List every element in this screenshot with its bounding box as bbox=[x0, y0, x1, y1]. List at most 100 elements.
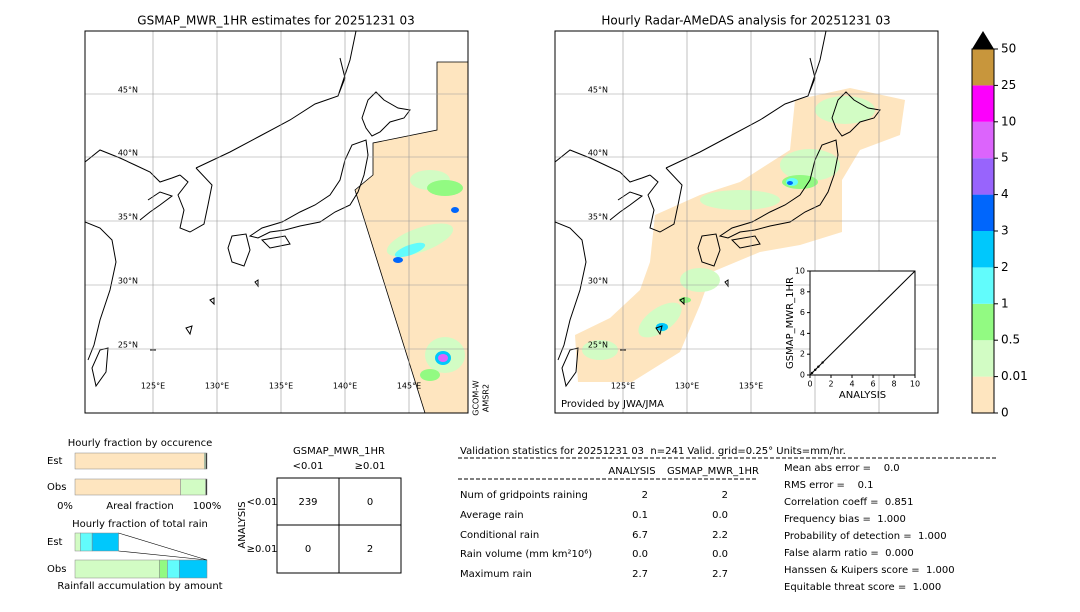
score: Probability of detection = 1.000 bbox=[784, 531, 947, 542]
cell: 2.7 bbox=[712, 569, 728, 580]
colorbar-label: 0 bbox=[1001, 406, 1009, 420]
lon-label: 135°E bbox=[269, 382, 293, 391]
precip bbox=[386, 170, 465, 381]
y-tick-label: 6 bbox=[800, 308, 805, 317]
x-axis-label: Rainfall accumulation by amount bbox=[57, 581, 222, 592]
score: Frequency bias = 1.000 bbox=[784, 514, 906, 525]
lon-label: 140°E bbox=[333, 382, 357, 391]
map-estimate bbox=[85, 31, 468, 413]
y-axis-label: GSMAP_MWR_1HR bbox=[785, 277, 796, 369]
sensor-label: GCOM-W bbox=[472, 380, 481, 416]
colorbar-bin bbox=[972, 85, 994, 122]
table-grid bbox=[276, 477, 402, 574]
bar-segment bbox=[205, 478, 208, 496]
lon-label: 130°E bbox=[205, 382, 229, 391]
colorbar-bin bbox=[972, 49, 994, 86]
lat-label: 45°N bbox=[118, 86, 138, 95]
bar-segment bbox=[179, 559, 208, 579]
colorbar-label: 10 bbox=[1001, 114, 1016, 128]
score: RMS error = 0.1 bbox=[784, 480, 874, 491]
colorbar-extend bbox=[972, 31, 994, 49]
x-tick-label: 4 bbox=[849, 380, 854, 389]
map-title: GSMAP_MWR_1HR estimates for 20251231 03 bbox=[137, 14, 414, 28]
colorbar-label: 50 bbox=[1001, 42, 1016, 56]
chart-title: Hourly fraction by occurence bbox=[68, 438, 212, 449]
lat-label: 30°N bbox=[588, 277, 608, 286]
sensor-label: AMSR2 bbox=[482, 384, 491, 412]
category-label: Obs bbox=[47, 564, 66, 575]
link bbox=[118, 532, 208, 561]
cell: 2.2 bbox=[712, 530, 728, 541]
cell: 2 bbox=[722, 490, 728, 501]
lat-label: 30°N bbox=[118, 277, 138, 286]
row-axis: ANALYSIS bbox=[237, 501, 248, 548]
category-label: Est bbox=[47, 456, 63, 467]
lon-label: 125°E bbox=[611, 382, 635, 391]
col-header: GSMAP_MWR_1HR bbox=[667, 466, 759, 477]
cell: 2 bbox=[367, 544, 373, 555]
y-tick-label: 8 bbox=[800, 287, 805, 296]
colorbar-label: 3 bbox=[1001, 224, 1009, 238]
colorbar-bin bbox=[972, 376, 994, 413]
cell: 0.0 bbox=[712, 510, 728, 521]
map-frame bbox=[84, 30, 469, 414]
colorbar-bin bbox=[972, 158, 994, 195]
lat-label: 35°N bbox=[588, 213, 608, 222]
y-tick-label: 10 bbox=[795, 267, 805, 276]
score: Hanssen & Kuipers score = 1.000 bbox=[784, 565, 955, 576]
colorbar-label: 25 bbox=[1001, 78, 1016, 92]
point bbox=[821, 361, 824, 364]
x-tick-label: 100% bbox=[193, 501, 222, 512]
col-header: ≥0.01 bbox=[355, 461, 386, 472]
cell: 0.0 bbox=[712, 549, 728, 560]
bar-segment bbox=[180, 478, 206, 496]
diagonal bbox=[809, 270, 916, 376]
chart-title: Hourly fraction of total rain bbox=[72, 519, 208, 530]
x-tick-label: 10 bbox=[910, 380, 920, 389]
score: Correlation coeff = 0.851 bbox=[784, 497, 914, 508]
row-header: ≥0.01 bbox=[247, 544, 278, 555]
lat-label: 40°N bbox=[588, 149, 608, 158]
lon-label: 145°E bbox=[397, 382, 421, 391]
colorbar-bin bbox=[972, 121, 994, 159]
lat-label: 40°N bbox=[118, 149, 138, 158]
category-label: Obs bbox=[47, 482, 66, 493]
row-name: Conditional rain bbox=[460, 530, 539, 541]
colorbar-label: 0.01 bbox=[1001, 369, 1028, 383]
row-name: Rain volume (mm km²10⁶) bbox=[460, 549, 592, 560]
row-name: Num of gridpoints raining bbox=[460, 490, 588, 501]
colorbar-label: 5 bbox=[1001, 151, 1009, 165]
cell: 0 bbox=[367, 497, 373, 508]
colorbar-bin bbox=[972, 267, 994, 304]
point bbox=[810, 371, 814, 375]
score: Mean abs error = 0.0 bbox=[784, 463, 900, 474]
lat-label: 25°N bbox=[588, 341, 608, 350]
lat-label: 25°N bbox=[118, 341, 138, 350]
colorbar-bin bbox=[972, 303, 994, 341]
category-label: Est bbox=[47, 537, 63, 548]
bar-segment bbox=[159, 559, 168, 579]
score: Equitable threat score = 1.000 bbox=[784, 582, 941, 593]
bar-segment bbox=[80, 532, 93, 552]
lat-label: 35°N bbox=[118, 213, 138, 222]
cell: 2 bbox=[642, 490, 648, 501]
lon-label: 130°E bbox=[675, 382, 699, 391]
score: False alarm ratio = 0.000 bbox=[784, 548, 914, 559]
cell: 0.0 bbox=[632, 549, 648, 560]
bar-segment bbox=[74, 532, 81, 552]
bar-segment bbox=[74, 478, 181, 496]
map-analysis bbox=[555, 31, 938, 413]
graticule bbox=[85, 31, 468, 413]
x-axis-label: ANALYSIS bbox=[839, 390, 886, 401]
bar-segment bbox=[205, 452, 208, 470]
point bbox=[814, 368, 817, 371]
colorbar-label: 0.5 bbox=[1001, 333, 1020, 347]
y-tick-label: 0 bbox=[800, 371, 805, 380]
bar-segment bbox=[91, 532, 119, 552]
colorbar-bin bbox=[972, 194, 994, 231]
lon-label: 135°E bbox=[739, 382, 763, 391]
x-tick-label: 0% bbox=[57, 501, 73, 512]
point bbox=[817, 365, 820, 368]
colorbar-label: 4 bbox=[1001, 187, 1009, 201]
col-header: ANALYSIS bbox=[608, 466, 655, 477]
